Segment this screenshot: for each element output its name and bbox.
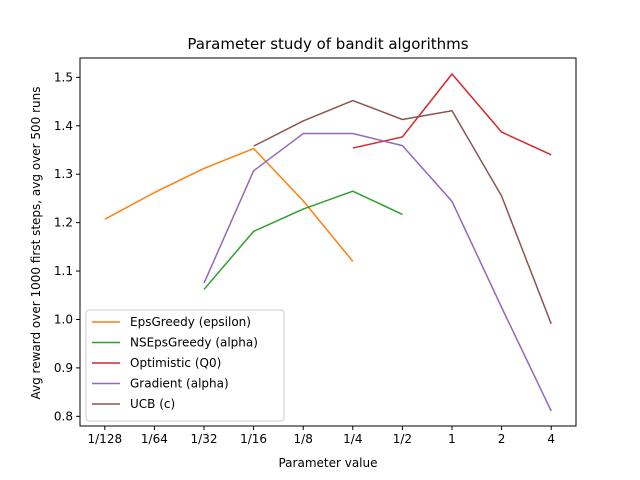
- y-axis: 0.8 0.9 1.0 1.1 1.2 1.3 1.4 1.5: [54, 70, 80, 423]
- legend-entry: UCB (c): [130, 397, 175, 411]
- x-tick-label: 1/8: [294, 432, 313, 446]
- x-tick-label: 1/16: [240, 432, 267, 446]
- y-tick-label: 0.8: [54, 409, 73, 423]
- x-tick-label: 1/2: [393, 432, 412, 446]
- series-line-1: [203, 190, 403, 290]
- x-tick-label: 4: [547, 432, 555, 446]
- legend-entry: EpsGreedy (epsilon): [130, 315, 251, 329]
- plot-frame: [79, 57, 577, 427]
- x-axis: 1/128 1/64 1/32 1/16 1/8 1/4 1/2 1 2 4: [88, 426, 555, 446]
- x-axis-label: Parameter value: [278, 456, 377, 470]
- legend-entry: NSEpsGreedy (alpha): [130, 336, 258, 350]
- series-line-2: [352, 73, 552, 156]
- y-tick-label: 1.0: [54, 312, 73, 326]
- x-tick-label: 1/128: [88, 432, 123, 446]
- y-axis-label: Avg reward over 1000 first steps, avg ov…: [29, 86, 43, 399]
- series-line-4: [253, 99, 552, 325]
- chart-title: Parameter study of bandit algorithms: [187, 35, 468, 53]
- x-tick-label: 1/32: [191, 432, 218, 446]
- x-tick-label: 1/64: [141, 432, 168, 446]
- x-tick-label: 2: [498, 432, 506, 446]
- y-tick-label: 1.4: [54, 119, 73, 133]
- legend: EpsGreedy (epsilon) NSEpsGreedy (alpha) Op…: [85, 309, 285, 422]
- x-tick-label: 1: [448, 432, 456, 446]
- y-tick-label: 1.3: [54, 167, 73, 181]
- series-line-3: [203, 132, 552, 412]
- series-line-0: [104, 147, 354, 262]
- x-tick-label: 1/4: [343, 432, 362, 446]
- legend-box: [85, 309, 285, 422]
- y-tick-label: 1.2: [54, 216, 73, 230]
- y-tick-label: 1.5: [54, 70, 73, 84]
- y-tick-label: 0.9: [54, 361, 73, 375]
- series-layer: [104, 73, 552, 412]
- y-tick-label: 1.1: [54, 264, 73, 278]
- legend-entry: Optimistic (Q0): [130, 356, 221, 370]
- legend-entry: Gradient (alpha): [130, 377, 229, 391]
